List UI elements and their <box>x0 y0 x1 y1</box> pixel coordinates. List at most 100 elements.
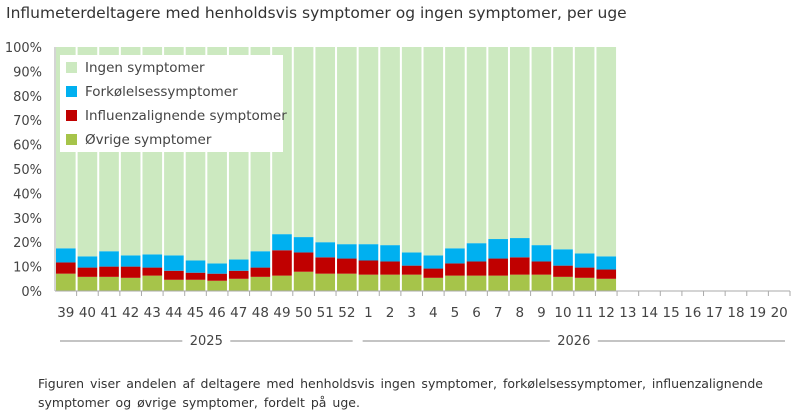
bar-segment-0 <box>358 274 379 291</box>
bar-segment-0 <box>553 276 573 291</box>
bar-segment-1 <box>531 261 552 275</box>
bar-segment-2 <box>337 244 357 259</box>
bar-segment-3 <box>380 47 400 246</box>
bar-segment-2 <box>228 259 249 271</box>
bar-segment-2 <box>142 254 163 268</box>
bar-segment-0 <box>380 274 400 291</box>
y-tick-label: 80% <box>13 90 42 105</box>
bar-segment-3 <box>293 47 314 238</box>
bar-segment-2 <box>531 245 552 262</box>
bar-segment-2 <box>56 248 76 263</box>
bar-segment-2 <box>596 256 617 270</box>
bar-segment-1 <box>423 268 444 278</box>
year-label: 2025 <box>190 334 223 349</box>
x-tick-label: 50 <box>295 305 312 321</box>
x-tick-label: 52 <box>338 305 355 321</box>
bar-segment-0 <box>401 274 422 291</box>
x-tick-label: 17 <box>706 305 723 321</box>
bar-segment-1 <box>272 250 292 276</box>
bar-segment-2 <box>423 255 444 269</box>
y-tick-label: 0% <box>21 285 42 300</box>
y-tick-label: 70% <box>13 114 42 129</box>
x-tick-label: 39 <box>57 305 74 321</box>
bar-segment-1 <box>596 269 617 279</box>
bar-segment-0 <box>337 273 357 291</box>
y-tick-label: 30% <box>13 212 42 227</box>
bar-segment-1 <box>553 265 573 277</box>
bar-segment-0 <box>272 275 292 291</box>
x-tick-label: 16 <box>684 305 701 321</box>
y-tick-label: 40% <box>13 187 42 202</box>
y-tick-label: 100% <box>5 41 42 56</box>
bar-segment-2 <box>445 248 465 264</box>
bar-segment-0 <box>250 276 271 291</box>
bar-segment-0 <box>596 278 617 291</box>
bar-segment-0 <box>488 275 508 291</box>
bar-segment-0 <box>445 275 465 291</box>
bar-segment-3 <box>596 47 617 257</box>
bar-segment-3 <box>401 47 422 253</box>
bar-segment-0 <box>77 276 98 291</box>
x-tick-label: 6 <box>472 305 481 321</box>
bar-segment-1 <box>164 270 184 280</box>
x-tick-label: 2 <box>386 305 395 321</box>
x-tick-label: 40 <box>79 305 96 321</box>
bar-segment-1 <box>228 270 249 279</box>
bar-segment-1 <box>466 261 487 276</box>
y-tick-label: 50% <box>13 163 42 178</box>
bar-segment-3 <box>531 47 552 246</box>
bar-segment-0 <box>164 279 184 291</box>
bar-segment-2 <box>293 237 314 253</box>
bar-segment-1 <box>77 267 98 277</box>
legend-swatch <box>66 86 77 97</box>
bar-segment-0 <box>120 277 141 291</box>
x-tick-label: 14 <box>641 305 658 321</box>
bar-segment-0 <box>531 274 552 291</box>
bar-segment-3 <box>466 47 487 244</box>
chart-title: Influmeterdeltagere med henholdsvis symp… <box>6 4 627 22</box>
x-tick-label: 41 <box>100 305 117 321</box>
bar-segment-1 <box>337 258 357 274</box>
x-tick-label: 9 <box>537 305 546 321</box>
x-tick-label: 45 <box>187 305 204 321</box>
x-tick-label: 20 <box>771 305 788 321</box>
x-tick-label: 10 <box>554 305 571 321</box>
y-tick-label: 20% <box>13 236 42 251</box>
x-tick-label: 4 <box>429 305 438 321</box>
bar-segment-2 <box>488 239 508 259</box>
x-tick-label: 48 <box>252 305 269 321</box>
x-tick-label: 18 <box>727 305 744 321</box>
legend-label: Ingen symptomer <box>85 60 205 76</box>
bar-segment-1 <box>315 257 336 274</box>
bar-segment-2 <box>574 253 595 268</box>
legend-label: Influenzalignende symptomer <box>85 108 287 124</box>
x-tick-label: 44 <box>165 305 182 321</box>
y-tick-label: 90% <box>13 65 42 80</box>
bar-segment-1 <box>185 272 206 280</box>
bar-segment-1 <box>401 265 422 275</box>
bar-segment-2 <box>250 251 271 268</box>
x-tick-label: 12 <box>598 305 615 321</box>
bar-segment-2 <box>401 252 422 266</box>
x-tick-label: 1 <box>364 305 373 321</box>
bar-segment-2 <box>358 244 379 261</box>
bar-segment-1 <box>207 273 227 281</box>
bar-segment-1 <box>120 266 141 278</box>
bar-segment-2 <box>553 249 573 266</box>
x-tick-label: 51 <box>317 305 334 321</box>
bar-segment-0 <box>185 279 206 291</box>
x-tick-label: 7 <box>494 305 503 321</box>
bar-segment-1 <box>293 252 314 272</box>
bar-segment-0 <box>423 277 444 291</box>
x-tick-label: 3 <box>407 305 416 321</box>
bar-segment-0 <box>142 275 163 291</box>
bar-segment-3 <box>358 47 379 245</box>
bar-segment-1 <box>574 267 595 278</box>
bar-segment-3 <box>574 47 595 254</box>
y-tick-label: 60% <box>13 139 42 154</box>
x-tick-label: 47 <box>230 305 247 321</box>
bar-segment-3 <box>553 47 573 250</box>
bar-segment-0 <box>228 278 249 291</box>
x-tick-label: 15 <box>663 305 680 321</box>
bar-segment-3 <box>488 47 508 240</box>
